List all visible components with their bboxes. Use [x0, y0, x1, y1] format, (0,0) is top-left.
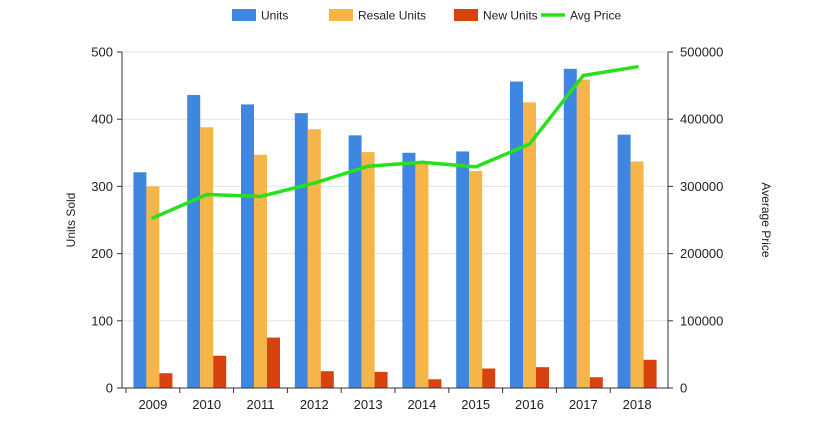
- bar-units: [456, 151, 470, 388]
- legend-swatch: [232, 9, 256, 21]
- bar-resale-units: [254, 154, 267, 388]
- legend-swatch: [329, 9, 353, 21]
- y2-axis-title: Average Price: [759, 182, 773, 257]
- bar-resale-units: [307, 129, 321, 388]
- left-axis-ticks: 0 100 200 300 400 500: [91, 45, 122, 396]
- bar-resale-units: [361, 152, 375, 388]
- bar-resale-units: [415, 161, 429, 388]
- right-tick-label: 0: [680, 381, 687, 396]
- legend-label: Units: [261, 9, 288, 23]
- bar-resale-units: [630, 161, 644, 388]
- x-tick-label: 2013: [354, 397, 383, 412]
- bar-units: [187, 95, 201, 389]
- bar-new-units: [643, 359, 657, 388]
- x-tick-label: 2011: [247, 397, 275, 412]
- legend: Units Resale Units New Units Avg Price: [232, 9, 621, 23]
- bar-series: [133, 68, 657, 389]
- right-tick-label: 500000: [680, 45, 723, 60]
- right-tick-label: 100000: [680, 313, 723, 328]
- left-tick-label: 100: [91, 313, 113, 328]
- bar-units: [241, 104, 254, 388]
- right-tick-label: 200000: [680, 246, 723, 261]
- bar-units: [402, 152, 416, 388]
- bar-resale-units: [576, 79, 590, 388]
- legend-label: New Units: [483, 9, 538, 23]
- line-series: [151, 65, 639, 220]
- bar-units: [348, 135, 362, 388]
- bar-resale-units: [469, 170, 483, 388]
- bar-units: [617, 134, 631, 388]
- bar-units: [294, 113, 308, 388]
- bar-new-units: [159, 373, 173, 388]
- bar-resale-units: [146, 186, 160, 388]
- x-tick-label: 2012: [300, 397, 329, 412]
- right-axis-ticks: 0 100000 200000 300000 400000 500000: [668, 45, 723, 396]
- bar-new-units: [374, 371, 388, 388]
- left-tick-label: 300: [91, 179, 113, 194]
- legend-label: Resale Units: [358, 9, 426, 23]
- bar-units: [133, 172, 147, 388]
- legend-swatch: [454, 9, 478, 21]
- bar-new-units: [213, 355, 227, 388]
- line-avg-price: [151, 65, 639, 220]
- bar-units: [510, 81, 523, 389]
- x-tick-label: 2015: [461, 397, 490, 412]
- y-axis-title: Units Sold: [64, 193, 78, 248]
- x-tick-label: 2010: [192, 397, 221, 412]
- left-tick-label: 400: [91, 112, 113, 127]
- x-tick-label: 2016: [515, 397, 544, 412]
- bar-new-units: [536, 367, 549, 388]
- bar-resale-units: [200, 127, 214, 388]
- x-tick-label: 2017: [569, 397, 598, 412]
- bar-units: [563, 68, 577, 389]
- bar-resale-units: [523, 102, 536, 389]
- x-tick-label: 2014: [407, 397, 436, 412]
- legend-label: Avg Price: [570, 9, 621, 23]
- bar-new-units: [482, 368, 496, 388]
- left-tick-label: 0: [106, 381, 113, 396]
- bar-new-units: [589, 377, 603, 388]
- right-tick-label: 300000: [680, 179, 723, 194]
- left-tick-label: 500: [91, 45, 113, 60]
- left-tick-label: 200: [91, 246, 113, 261]
- x-axis-ticks: 2009 2010 2011 2012 2013 2014 2015 2016 2017 2018: [125, 388, 652, 412]
- x-tick-label: 2018: [623, 397, 652, 412]
- bar-new-units: [267, 337, 280, 388]
- right-tick-label: 400000: [680, 112, 723, 127]
- x-tick-label: 2009: [138, 397, 167, 412]
- bar-new-units: [428, 379, 442, 388]
- bar-new-units: [320, 371, 334, 388]
